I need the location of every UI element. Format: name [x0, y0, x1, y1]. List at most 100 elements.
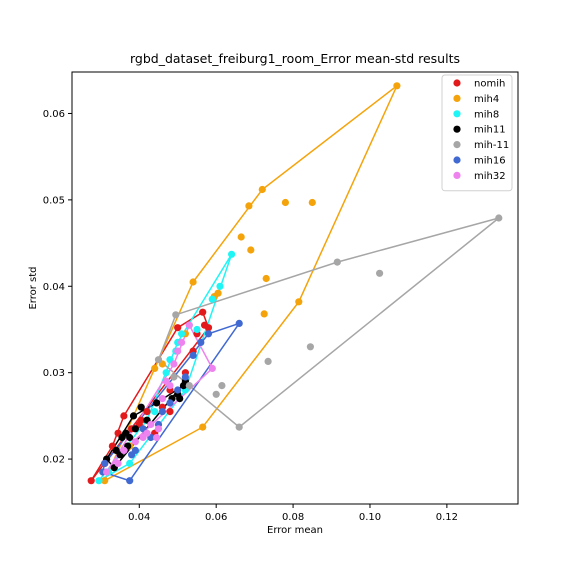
point-mih8 — [193, 325, 201, 334]
point-mih32 — [166, 382, 174, 390]
point-mih32 — [154, 425, 163, 433]
point-mih4 — [214, 289, 222, 297]
point-mih16 — [181, 373, 189, 381]
point-mih8 — [178, 330, 186, 338]
point-mih32 — [185, 321, 193, 329]
legend-marker — [453, 141, 461, 149]
point-mih4 — [260, 310, 268, 318]
y-axis-label: Error std — [28, 266, 39, 309]
point-mih32 — [147, 420, 155, 429]
point-mih8 — [162, 369, 170, 377]
point-mih4 — [101, 477, 109, 485]
point-nomih — [166, 408, 174, 416]
point-nomih — [204, 324, 213, 332]
legend-label: mih8 — [474, 109, 499, 120]
chart-title: rgbd_dataset_freiburg1_room_Error mean-s… — [130, 51, 460, 66]
x-axis-label: Error mean — [267, 525, 323, 536]
x-tick-label: 0.06 — [205, 512, 227, 523]
point-mih16 — [235, 319, 243, 327]
x-tick-label: 0.08 — [282, 512, 304, 523]
point-mih16 — [204, 330, 213, 338]
point-mih32 — [208, 364, 216, 372]
point-mih8 — [151, 408, 159, 416]
point-mih32 — [170, 360, 178, 368]
legend-label: nomih — [474, 79, 505, 90]
point-mih16 — [158, 408, 166, 416]
point-mih4 — [199, 423, 207, 431]
point-mih11 — [129, 412, 138, 420]
point-mih11 — [153, 399, 161, 407]
point-mih4 — [393, 82, 401, 90]
legend-label: mih16 — [474, 156, 506, 167]
x-tick-label: 0.10 — [359, 512, 381, 523]
point-mih16 — [197, 338, 205, 346]
point-mih32 — [120, 446, 128, 454]
point-mih4 — [295, 298, 303, 306]
point-mih4 — [308, 198, 316, 207]
y-tick-label: 0.02 — [43, 455, 65, 466]
point-mih32 — [143, 429, 151, 437]
x-tick-label: 0.12 — [436, 512, 458, 523]
point-mih11 — [176, 395, 184, 403]
point-nomih — [120, 412, 128, 420]
point-mih32 — [114, 459, 122, 467]
point-mih-11 — [495, 214, 503, 222]
point-mih32 — [153, 433, 161, 442]
y-tick-label: 0.05 — [43, 195, 65, 206]
point-mih11 — [131, 425, 139, 433]
point-nomih — [87, 477, 95, 485]
legend-marker — [453, 125, 461, 133]
point-mih8 — [95, 477, 103, 485]
point-mih-11 — [376, 269, 384, 277]
point-mih32 — [178, 338, 186, 346]
point-mih4 — [245, 202, 253, 210]
point-nomih — [174, 324, 182, 332]
point-mih11 — [137, 403, 145, 411]
y-tick-label: 0.03 — [43, 368, 65, 379]
point-mih-11 — [218, 382, 226, 390]
point-mih8 — [216, 282, 224, 290]
point-nomih — [199, 308, 207, 316]
y-axis-ticks: 0.02 0.03 0.04 0.05 0.06 — [43, 109, 72, 466]
legend-marker — [453, 156, 461, 164]
point-mih-11 — [212, 390, 220, 398]
legend-marker — [453, 79, 461, 87]
x-axis-ticks: 0.04 0.06 0.08 0.10 0.12 — [128, 504, 458, 523]
legend-label: mih11 — [474, 125, 506, 136]
point-mih32 — [158, 395, 166, 403]
point-mih16 — [126, 477, 134, 485]
data-points — [87, 82, 503, 485]
legend-marker — [453, 94, 461, 102]
legend-label: mih4 — [474, 94, 499, 105]
legend-marker — [453, 171, 461, 179]
point-mih-11 — [170, 373, 178, 381]
point-mih32 — [131, 438, 139, 446]
y-tick-label: 0.06 — [43, 109, 65, 120]
point-mih-11 — [235, 423, 243, 431]
point-mih4 — [281, 198, 289, 207]
point-mih4 — [189, 278, 197, 286]
point-mih4 — [247, 246, 255, 254]
point-mih11 — [126, 433, 134, 442]
point-mih32 — [174, 347, 182, 355]
legend-label: mih32 — [474, 171, 506, 182]
point-mih4 — [258, 185, 266, 194]
point-mih16 — [101, 459, 109, 467]
point-mih8 — [208, 295, 216, 303]
y-tick-label: 0.04 — [43, 282, 65, 293]
legend-marker — [453, 110, 461, 118]
legend: nomih mih4 mih8 mih11 mih-11 mih16 mih32 — [441, 74, 513, 192]
point-nomih — [137, 416, 145, 424]
point-mih16 — [166, 399, 174, 407]
point-mih16 — [174, 386, 182, 394]
point-mih8 — [126, 459, 134, 467]
point-nomih — [143, 408, 151, 416]
point-mih-11 — [264, 357, 272, 365]
legend-label: mih-11 — [474, 140, 509, 151]
point-mih16 — [189, 351, 197, 359]
point-mih8 — [228, 250, 236, 258]
point-mih-11 — [333, 258, 341, 266]
x-tick-label: 0.04 — [128, 512, 150, 523]
point-mih-11 — [185, 382, 193, 390]
